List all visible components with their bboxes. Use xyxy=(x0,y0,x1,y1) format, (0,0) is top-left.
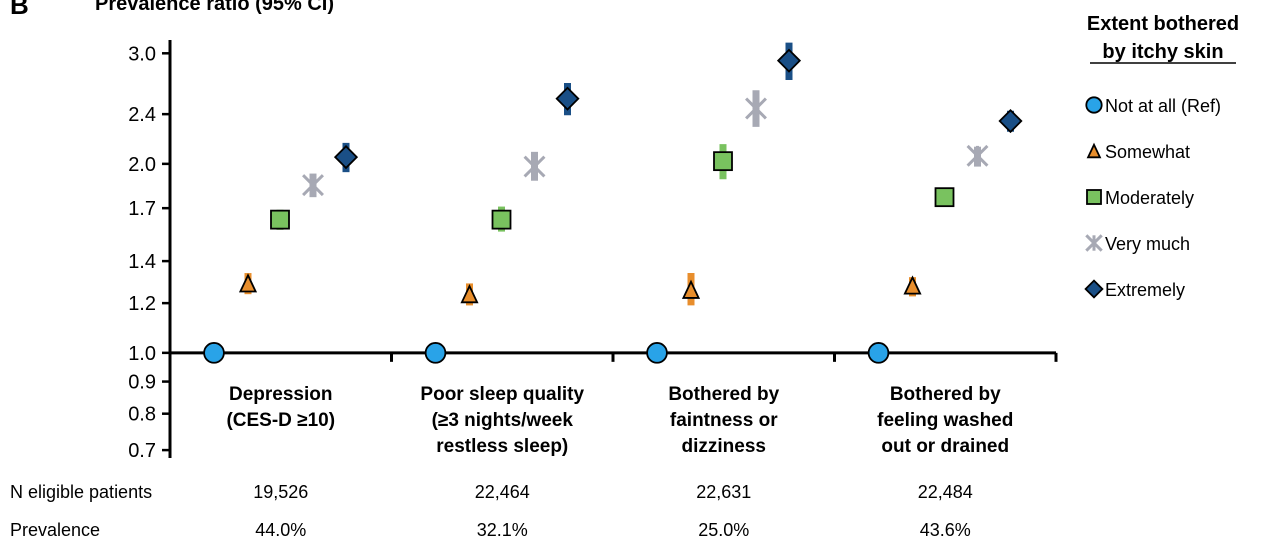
category-label: faintness or xyxy=(670,410,778,431)
legend-label: Somewhat xyxy=(1105,142,1190,162)
chart-title: Prevalence ratio (95% CI) xyxy=(95,0,334,15)
category-label: restless sleep) xyxy=(436,436,568,457)
legend-title: by itchy skin xyxy=(1102,41,1223,63)
table-cell: 19,526 xyxy=(253,482,308,502)
data-point xyxy=(1085,96,1103,114)
y-tick-label: 1.2 xyxy=(128,293,156,315)
category-label: feeling washed xyxy=(877,410,1013,431)
legend-label: Moderately xyxy=(1105,188,1194,208)
y-tick-label: 0.8 xyxy=(128,404,156,426)
data-point xyxy=(998,108,1023,134)
y-tick-label: 1.0 xyxy=(128,343,156,365)
category-label: out or drained xyxy=(881,436,1009,457)
data-point xyxy=(523,155,546,178)
y-tick-label: 2.4 xyxy=(128,104,156,126)
data-point xyxy=(424,342,447,364)
data-point xyxy=(270,209,290,230)
category-label: Depression xyxy=(229,384,332,405)
data-point xyxy=(646,342,668,364)
y-tick-label: 3.0 xyxy=(128,43,156,65)
data-point xyxy=(203,342,225,364)
table-cell: 44.0% xyxy=(255,520,306,540)
legend-title: Extent bothered xyxy=(1087,13,1239,35)
summary-table: N eligible patients 19,526 22,464 22,631 22,… xyxy=(10,482,973,540)
data-point xyxy=(333,145,359,170)
y-ticks: 0.7 0.8 0.9 1.0 1.2 1.4 1.7 2.0 2.4 3.0 xyxy=(128,43,170,462)
data-point xyxy=(713,151,733,172)
table-row-label: Prevalence xyxy=(10,520,100,540)
data-point xyxy=(1086,142,1102,159)
data-point xyxy=(867,342,890,364)
reference-line xyxy=(170,351,1058,362)
data-point xyxy=(966,144,989,167)
legend: Extent bothered by itchy skin Not at all (… xyxy=(1084,13,1239,300)
table-cell: 22,464 xyxy=(475,482,530,502)
data-point xyxy=(681,279,701,299)
table-cell: 43.6% xyxy=(920,520,971,540)
data-point xyxy=(934,187,955,208)
legend-label: Not at all (Ref) xyxy=(1105,96,1221,116)
data-marks xyxy=(203,42,1023,364)
table-cell: 32.1% xyxy=(477,520,528,540)
data-point xyxy=(1085,234,1103,252)
category-label: Bothered by xyxy=(890,384,1001,405)
y-tick-label: 1.4 xyxy=(128,251,156,273)
table-row-label: N eligible patients xyxy=(10,482,152,502)
category-label: dizziness xyxy=(682,436,766,457)
data-point xyxy=(776,48,802,73)
category-labels: Depression (CES-D ≥10) Poor sleep quality (… xyxy=(226,384,1013,457)
data-point xyxy=(745,97,767,120)
legend-label: Extremely xyxy=(1105,280,1185,300)
data-point xyxy=(238,273,258,293)
table-cell: 22,484 xyxy=(918,482,973,502)
table-cell: 22,631 xyxy=(696,482,751,502)
data-point xyxy=(302,174,324,197)
data-point xyxy=(555,86,580,111)
data-point xyxy=(491,209,512,230)
legend-label: Very much xyxy=(1105,234,1190,254)
category-label: (≥3 nights/week xyxy=(432,410,574,431)
y-tick-label: 0.9 xyxy=(128,372,156,394)
data-point xyxy=(1084,279,1104,299)
category-label: Poor sleep quality xyxy=(420,384,584,405)
panel-letter: B xyxy=(10,0,29,20)
y-tick-label: 2.0 xyxy=(128,154,156,176)
category-label: (CES-D ≥10) xyxy=(226,410,335,431)
category-label: Bothered by xyxy=(668,384,779,405)
data-point xyxy=(903,275,922,295)
y-tick-label: 0.7 xyxy=(128,440,156,462)
data-point xyxy=(460,283,479,304)
y-tick-label: 1.7 xyxy=(128,198,156,220)
table-cell: 25.0% xyxy=(698,520,749,540)
data-point xyxy=(1086,189,1102,205)
